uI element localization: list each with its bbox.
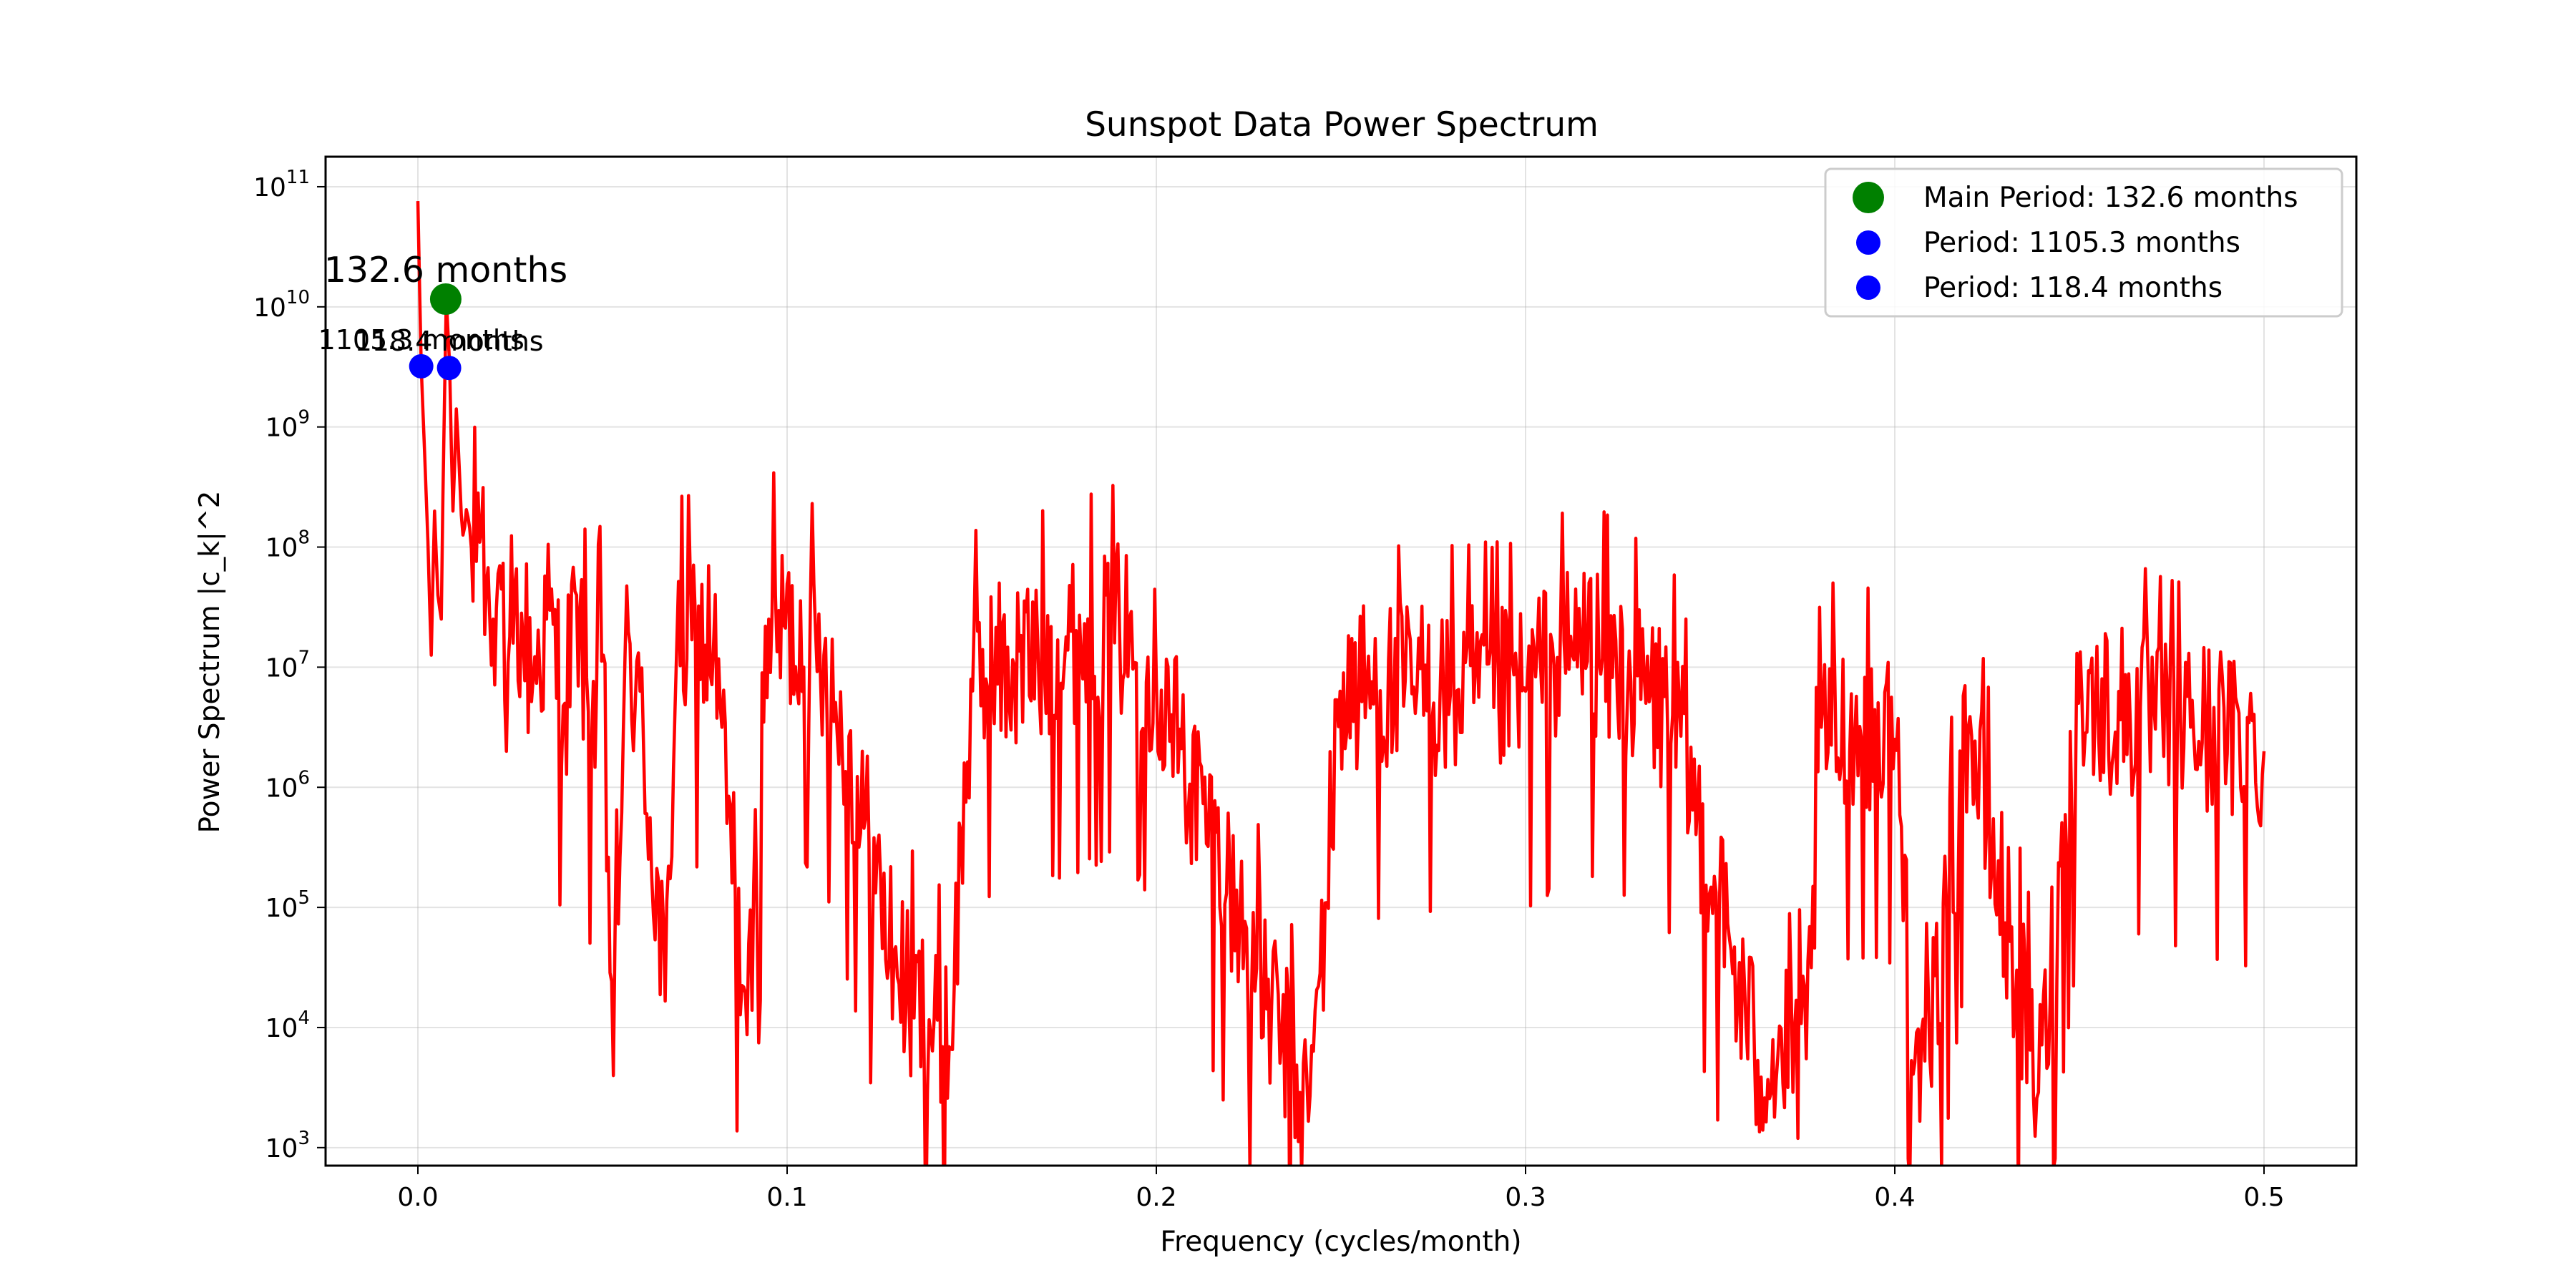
y-tick-label: 109 bbox=[265, 407, 310, 443]
y-tick-exponent: 4 bbox=[298, 1008, 310, 1029]
y-tick-base: 10 bbox=[253, 173, 286, 203]
y-tick-label: 108 bbox=[265, 527, 310, 563]
y-tick-base: 10 bbox=[265, 774, 298, 803]
peak-markers bbox=[409, 283, 462, 381]
legend-frame bbox=[1824, 167, 2343, 318]
legend-label: Period: 118.4 months bbox=[1923, 272, 2223, 304]
spectrum-line bbox=[416, 201, 2266, 1166]
x-tick-label: 0.1 bbox=[766, 1183, 807, 1212]
legend-items: Main Period: 132.6 months Period: 1105.3 … bbox=[1853, 182, 2298, 304]
spectrum-series bbox=[416, 201, 2266, 1166]
legend-label: Main Period: 132.6 months bbox=[1923, 182, 2298, 214]
chart-title: Sunspot Data Power Spectrum bbox=[1085, 105, 1599, 145]
x-axis-title: Frequency (cycles/month) bbox=[1160, 1226, 1521, 1258]
legend: Main Period: 132.6 months Period: 1105.3 … bbox=[1824, 167, 2343, 318]
y-tick-label: 1011 bbox=[253, 167, 310, 203]
x-tick-label: 0.4 bbox=[1874, 1183, 1915, 1212]
peak-marker bbox=[409, 353, 434, 379]
y-tick-label: 107 bbox=[265, 647, 310, 683]
y-tick-base: 10 bbox=[265, 894, 298, 923]
peak-label: 118.4 months bbox=[355, 326, 544, 357]
main-peak-marker bbox=[429, 283, 462, 316]
y-tick-exponent: 5 bbox=[298, 887, 310, 909]
y-tick-base: 10 bbox=[265, 534, 298, 563]
x-tick-label: 0.0 bbox=[397, 1183, 438, 1212]
main-peak-label: 132.6 months bbox=[324, 250, 567, 291]
plot-frame bbox=[324, 155, 2358, 1167]
y-tick-label: 106 bbox=[265, 767, 310, 803]
y-tick-base: 10 bbox=[265, 653, 298, 683]
x-tick-label: 0.2 bbox=[1136, 1183, 1176, 1212]
y-tick-exponent: 6 bbox=[298, 767, 310, 789]
y-tick-exponent: 8 bbox=[298, 527, 310, 549]
legend-marker bbox=[1856, 230, 1880, 255]
y-tick-label: 1010 bbox=[253, 287, 310, 323]
y-tick-exponent: 3 bbox=[298, 1128, 310, 1149]
y-axis-title: Power Spectrum |c_k|^2 bbox=[194, 491, 226, 834]
y-tick-base: 10 bbox=[265, 1134, 298, 1163]
y-tick-exponent: 11 bbox=[286, 167, 310, 188]
y-tick-label: 105 bbox=[265, 887, 310, 923]
peak-label: 1105.3 months bbox=[318, 324, 525, 356]
y-tick-exponent: 7 bbox=[298, 647, 310, 668]
legend-marker bbox=[1856, 275, 1880, 300]
y-tick-base: 10 bbox=[265, 414, 298, 443]
y-tick-label: 103 bbox=[265, 1128, 310, 1163]
y-tick-exponent: 9 bbox=[298, 407, 310, 429]
x-tick-label: 0.3 bbox=[1505, 1183, 1546, 1212]
y-tick-label: 104 bbox=[265, 1008, 310, 1043]
x-tick-label: 0.5 bbox=[2243, 1183, 2284, 1212]
legend-label: Period: 1105.3 months bbox=[1923, 227, 2240, 259]
x-axis-ticks: 0.0 0.1 0.2 0.3 0.4 0.5 bbox=[397, 1166, 2285, 1212]
legend-marker bbox=[1853, 182, 1884, 213]
peak-marker bbox=[436, 356, 462, 381]
y-tick-base: 10 bbox=[265, 1014, 298, 1043]
y-tick-exponent: 10 bbox=[286, 287, 310, 308]
y-tick-base: 10 bbox=[253, 293, 286, 323]
